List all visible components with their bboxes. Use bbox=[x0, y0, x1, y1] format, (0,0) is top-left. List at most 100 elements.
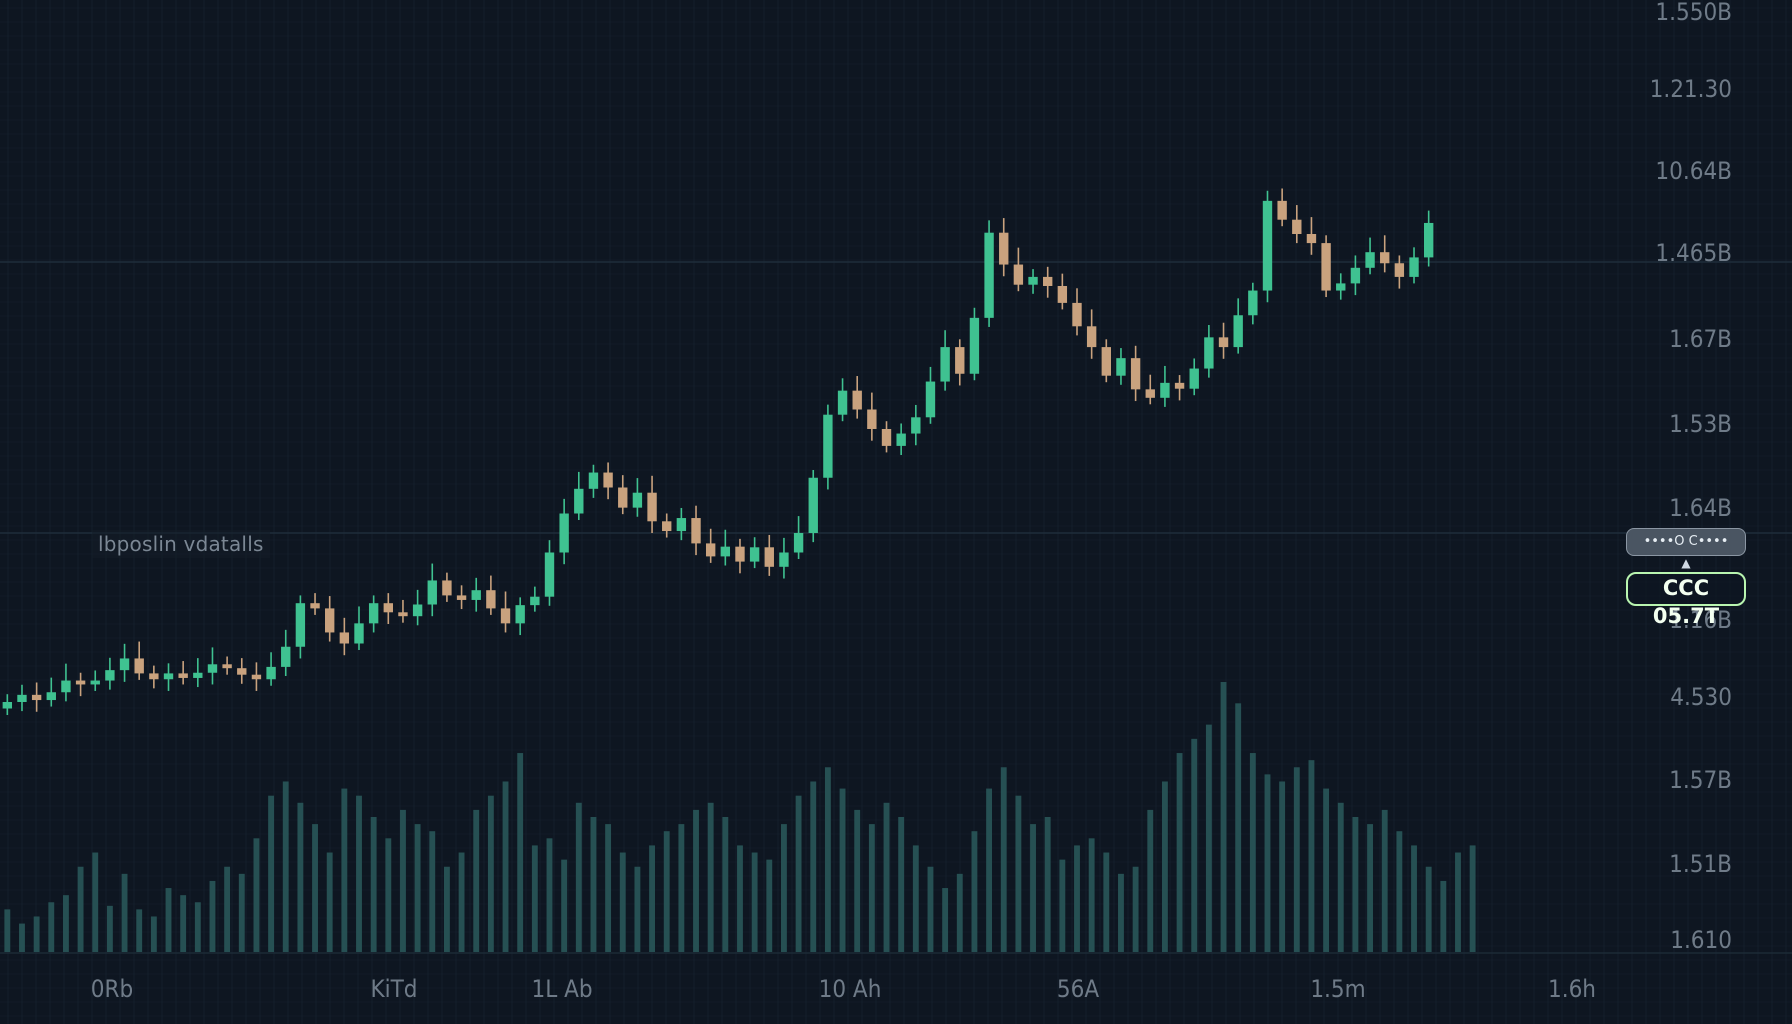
candle-body bbox=[1262, 200, 1273, 291]
volume-bar bbox=[1161, 781, 1168, 952]
volume-bar bbox=[297, 802, 304, 952]
candle-body bbox=[500, 608, 511, 624]
volume-bar bbox=[1352, 817, 1359, 952]
volume-bar bbox=[209, 880, 216, 952]
candle-body bbox=[530, 596, 540, 606]
candle-body bbox=[720, 546, 731, 557]
volume-bar bbox=[400, 809, 406, 952]
volume-bar bbox=[1044, 817, 1051, 952]
volume-bar bbox=[971, 831, 978, 952]
candle-body bbox=[647, 492, 657, 522]
volume-bar bbox=[751, 852, 758, 952]
candle-body bbox=[969, 317, 980, 374]
x-tick-label: 0Rb bbox=[91, 975, 133, 1003]
candle-body bbox=[207, 664, 218, 673]
volume-bar bbox=[326, 852, 333, 952]
candle-body bbox=[178, 673, 188, 678]
volume-bar bbox=[634, 866, 641, 952]
volume-bar bbox=[443, 866, 450, 952]
candle-body bbox=[368, 603, 379, 624]
candle-body bbox=[618, 487, 628, 508]
candle-body bbox=[471, 590, 481, 600]
candle-body bbox=[867, 409, 877, 429]
volume-bar bbox=[33, 916, 40, 952]
volume-bar bbox=[1323, 788, 1330, 952]
candle-body bbox=[2, 702, 13, 709]
volume-bar bbox=[1337, 802, 1344, 952]
candle-body bbox=[896, 433, 906, 446]
volume-bar bbox=[370, 817, 377, 952]
candle-body bbox=[31, 694, 42, 701]
candle-body bbox=[325, 608, 335, 633]
y-tick-label: 10.64B bbox=[1655, 157, 1732, 185]
candle-body bbox=[749, 547, 760, 562]
volume-bar bbox=[766, 859, 773, 952]
volume-bar bbox=[605, 824, 612, 952]
y-axis-ticks: 1.550B 1.21.30 10.64B 1.465B 1.67B 1.53B 1.64B… bbox=[1650, 0, 1732, 954]
candle-body bbox=[984, 232, 994, 318]
candle-body bbox=[764, 547, 774, 567]
x-axis-ticks: 0Rb KiTd 1L Ab 10 Ah 56A 1.5m 1.6h bbox=[91, 975, 1596, 1003]
volume-bar bbox=[810, 781, 817, 952]
candle-body bbox=[1218, 337, 1229, 348]
volume-bar bbox=[927, 866, 934, 952]
volume-bar bbox=[883, 802, 890, 952]
x-tick-label: 56A bbox=[1057, 975, 1099, 1003]
candle-body bbox=[163, 673, 174, 680]
candle-body bbox=[456, 595, 467, 600]
price-candles bbox=[2, 188, 1434, 715]
candle-body bbox=[632, 492, 643, 508]
candle-body bbox=[281, 646, 291, 667]
volume-bar bbox=[106, 905, 113, 952]
candle-body bbox=[442, 580, 452, 596]
candle-body bbox=[588, 472, 599, 489]
y-tick-label: 1.64B bbox=[1669, 494, 1732, 522]
volume-bar bbox=[1367, 824, 1373, 952]
volume-bar bbox=[531, 845, 538, 952]
volume-bar bbox=[1440, 880, 1447, 952]
candle-body bbox=[75, 680, 86, 685]
candle-body bbox=[310, 603, 320, 609]
volume-bar bbox=[1455, 852, 1461, 952]
volume-bar bbox=[458, 852, 465, 952]
volume-bar bbox=[4, 909, 11, 952]
candle-body bbox=[1321, 243, 1331, 291]
candle-body bbox=[1028, 276, 1038, 285]
volume-bar bbox=[253, 838, 260, 952]
current-price-tag[interactable]: ••••O C•••• ▲ CCC 05.7T bbox=[1626, 528, 1746, 628]
volume-bar bbox=[356, 795, 362, 952]
volume-bar bbox=[898, 817, 905, 952]
candle-body bbox=[515, 605, 525, 624]
volume-bar bbox=[517, 753, 524, 952]
volume-bar bbox=[1220, 682, 1227, 952]
y-tick-label: 1.21.30 bbox=[1650, 75, 1732, 103]
candle-body bbox=[193, 672, 203, 678]
volume-bar bbox=[561, 859, 568, 952]
candle-body bbox=[295, 603, 306, 647]
volume-bar bbox=[693, 809, 699, 952]
volume-bar bbox=[224, 866, 231, 952]
volume-bar bbox=[546, 838, 553, 952]
candle-body bbox=[90, 680, 100, 685]
candle-body bbox=[1306, 234, 1317, 244]
candle-body bbox=[1292, 219, 1302, 234]
candle-body bbox=[574, 488, 584, 514]
volume-bar bbox=[1381, 809, 1388, 952]
caret-up-icon: ▲ bbox=[1681, 556, 1691, 570]
x-tick-label: 1.5m bbox=[1310, 975, 1365, 1003]
volume-bar bbox=[63, 895, 69, 952]
volume-bar bbox=[238, 873, 245, 952]
candle-body bbox=[544, 552, 555, 597]
volume-bar bbox=[1103, 852, 1110, 952]
candle-body bbox=[955, 347, 965, 374]
candle-body bbox=[1086, 326, 1097, 348]
volume-bar bbox=[473, 809, 480, 952]
candle-body bbox=[1350, 267, 1361, 284]
volume-bar bbox=[737, 845, 743, 952]
candle-body bbox=[383, 603, 393, 613]
candle-body bbox=[1101, 347, 1111, 376]
candle-body bbox=[222, 664, 232, 669]
volume-bar bbox=[268, 795, 275, 952]
candle-body bbox=[1204, 337, 1214, 369]
candle-body bbox=[1189, 368, 1199, 389]
